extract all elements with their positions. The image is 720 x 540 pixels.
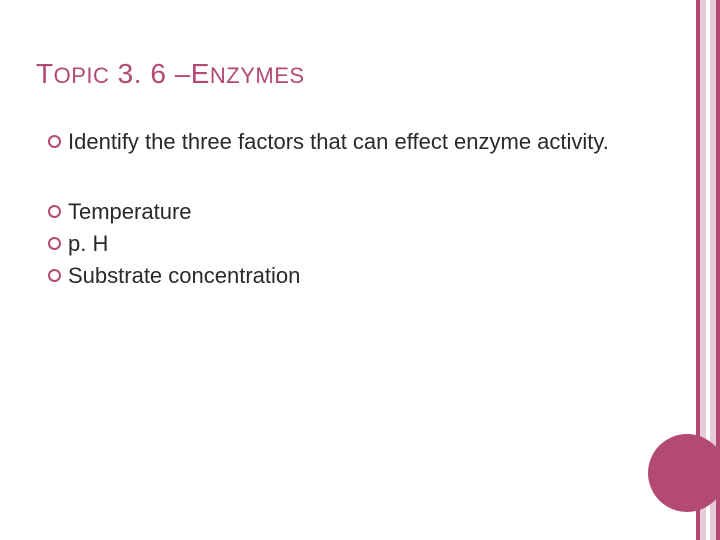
bullet-text: Identify the three factors that can effe… xyxy=(68,128,660,156)
slide-body: Identify the three factors that can effe… xyxy=(48,128,660,295)
bullet-group-2: Temperature p. H Substrate concentration xyxy=(48,198,660,290)
title-fragment: 3. 6 –E xyxy=(109,58,210,89)
slide-title: TOPIC 3. 6 –ENZYMES xyxy=(36,58,305,90)
bullet-group-1: Identify the three factors that can effe… xyxy=(48,128,660,156)
bullet-marker-icon xyxy=(48,237,61,250)
bullet-item: Substrate concentration xyxy=(48,262,660,290)
title-fragment: OPIC xyxy=(54,63,110,88)
bullet-item: Temperature xyxy=(48,198,660,226)
slide: TOPIC 3. 6 –ENZYMES Identify the three f… xyxy=(0,0,720,540)
bullet-item: Identify the three factors that can effe… xyxy=(48,128,660,156)
decorative-circle xyxy=(648,434,720,512)
bullet-text: Substrate concentration xyxy=(68,262,660,290)
bullet-marker-icon xyxy=(48,269,61,282)
bullet-item: p. H xyxy=(48,230,660,258)
bullet-marker-icon xyxy=(48,135,61,148)
bullet-marker-icon xyxy=(48,205,61,218)
title-fragment: T xyxy=(36,58,54,89)
title-fragment: NZYMES xyxy=(210,63,305,88)
bullet-text: p. H xyxy=(68,230,660,258)
bullet-text: Temperature xyxy=(68,198,660,226)
